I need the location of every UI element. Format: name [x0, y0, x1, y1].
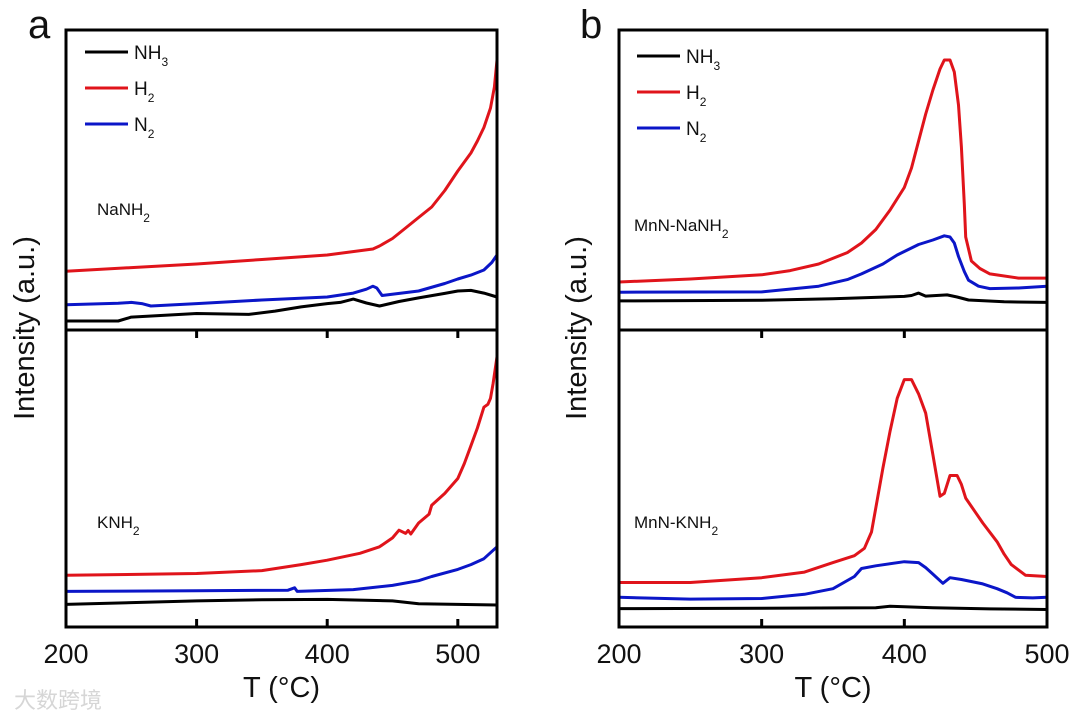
subplot-lower: KNH2 — [65, 356, 499, 607]
y-axis-title: Intensity (a.u.) — [9, 236, 41, 420]
series-line-nh3 — [618, 604, 1048, 611]
legend-label-n2: N2 — [134, 115, 155, 141]
x-tick-label: 400 — [305, 639, 350, 669]
series-line-h2 — [65, 59, 499, 273]
sample-label: KNH2 — [97, 513, 140, 538]
x-tick-label: 200 — [596, 639, 641, 669]
y-axis-title: Intensity (a.u.) — [561, 236, 593, 420]
x-tick-label: 300 — [739, 639, 784, 669]
subplot-lower: MnN-KNH2 — [618, 378, 1048, 611]
panel-letter: a — [28, 3, 51, 47]
x-tick-label: 300 — [174, 639, 219, 669]
x-tick-label: 500 — [1024, 639, 1069, 669]
legend: NH3 H2 N2 — [85, 43, 168, 141]
legend: NH3 H2 N2 — [637, 47, 720, 145]
x-tick-label: 500 — [435, 639, 480, 669]
watermark: 大数跨境 — [14, 689, 102, 714]
x-axis-title: T (°C) — [243, 672, 320, 704]
series-line-n2 — [65, 254, 499, 308]
legend-label-h2: H2 — [686, 83, 707, 109]
series-line-h2 — [618, 58, 1047, 284]
sample-label: NaNH2 — [97, 200, 150, 225]
series-line-n2 — [618, 234, 1048, 294]
legend-label-n2: N2 — [686, 119, 707, 145]
legend-label-nh3: NH3 — [686, 47, 720, 73]
series-line-h2 — [619, 378, 1048, 584]
sample-label: MnN-NaNH2 — [634, 216, 729, 241]
x-tick-label: 200 — [43, 639, 88, 669]
legend-label-nh3: NH3 — [134, 43, 168, 69]
x-tick-label: 400 — [882, 639, 927, 669]
x-axis-title: T (°C) — [794, 672, 871, 704]
series-line-h2 — [65, 356, 499, 577]
panel-a: a NaNH2 KNH2 200 300 400 500 T (°C) Intensity (a… — [9, 3, 499, 704]
sample-label: MnN-KNH2 — [634, 513, 718, 538]
series-line-nh3 — [66, 288, 498, 323]
panel-letter: b — [580, 3, 602, 47]
subplot-upper: MnN-NaNH2 — [618, 58, 1048, 304]
series-line-n2 — [65, 545, 499, 593]
series-line-n2 — [618, 560, 1048, 601]
legend-label-h2: H2 — [134, 79, 155, 105]
series-line-nh3 — [65, 597, 498, 607]
series-line-nh3 — [618, 291, 1048, 304]
subplot-upper: NaNH2 — [65, 59, 499, 323]
panel-b: b MnN-NaNH2 MnN-KNH2 200 300 400 500 T (°C) Inte… — [561, 3, 1070, 704]
